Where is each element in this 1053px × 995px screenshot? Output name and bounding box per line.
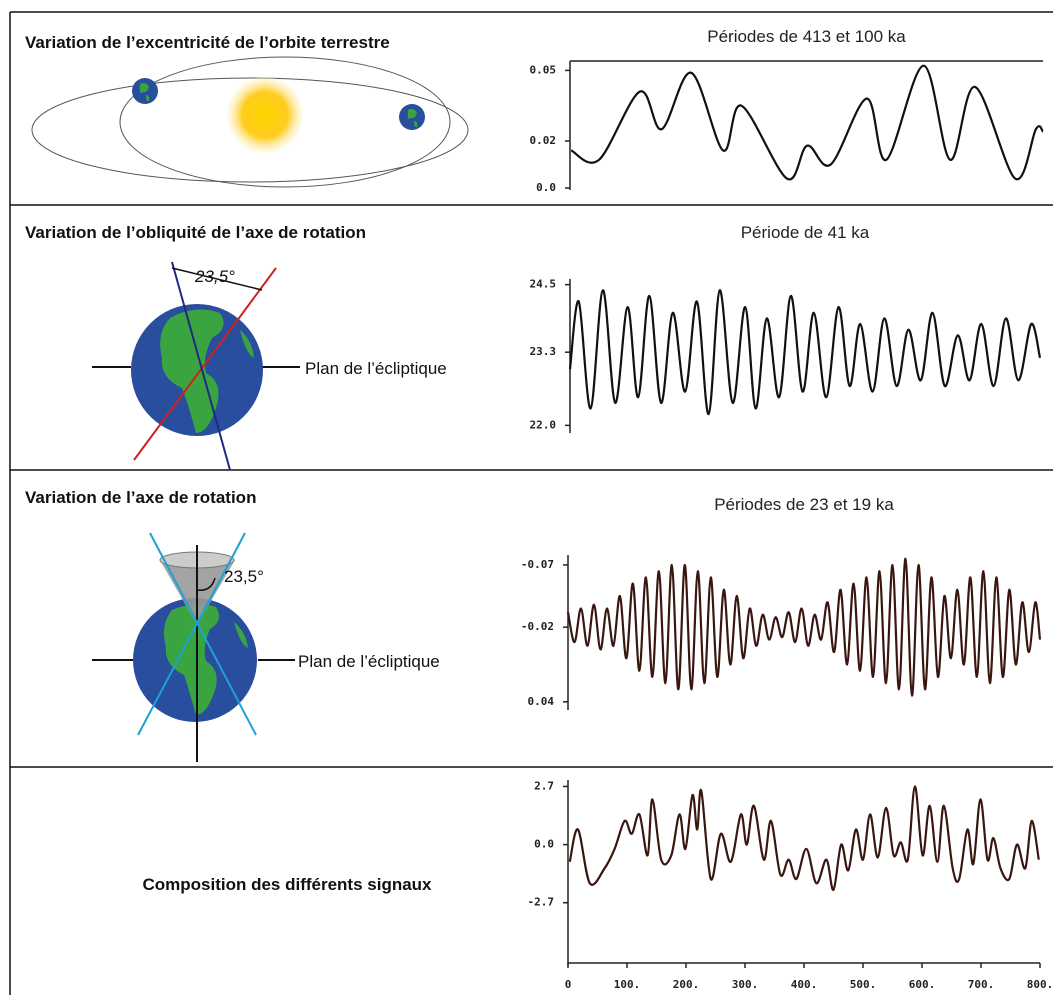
panel-title: Composition des différents signaux: [142, 875, 432, 894]
panel-title: Variation de l’axe de rotation: [25, 488, 256, 507]
x-tick-label: 600.: [909, 978, 936, 991]
y-tick-label: 0.02: [530, 134, 557, 147]
data-line: [570, 64, 1044, 181]
x-tick-label: 400.: [791, 978, 818, 991]
y-tick-label: 24.5: [530, 278, 557, 291]
y-tick-label: 23.3: [530, 345, 557, 358]
panel-title: Variation de l’obliquité de l’axe de rot…: [25, 223, 366, 242]
earth-small: [132, 78, 425, 130]
obliquity-diagram: [92, 261, 300, 471]
y-tick-label: 22.0: [530, 418, 557, 431]
orbit-diagram: [31, 56, 469, 188]
frame: [9, 11, 1053, 995]
data-line: [566, 557, 1042, 697]
data-line: [568, 785, 1040, 891]
x-tick-label: 500.: [850, 978, 877, 991]
chart-title: Période de 41 ka: [741, 223, 870, 242]
precession-diagram: [92, 532, 295, 762]
y-tick-label: 0.05: [530, 63, 557, 76]
y-tick-label: -2.7: [528, 896, 555, 909]
x-tick-label: 700.: [968, 978, 995, 991]
x-tick-label: 800.: [1027, 978, 1053, 991]
x-tick-label: 300.: [732, 978, 759, 991]
angle-label: 23,5°: [224, 567, 264, 586]
x-tick-label: 200.: [673, 978, 700, 991]
angle-label: 23,5°: [194, 267, 235, 286]
panel-title: Variation de l’excentricité de l’orbite …: [25, 33, 390, 52]
plane-label: Plan de l’écliptique: [298, 652, 440, 671]
y-tick-label: 0.04: [528, 695, 555, 708]
chart-title: Périodes de 413 et 100 ka: [707, 27, 906, 46]
y-tick-label: 0.0: [536, 181, 556, 194]
plane-label: Plan de l’écliptique: [305, 359, 447, 378]
y-tick-label: -0.07: [521, 558, 554, 571]
x-tick-label: 100.: [614, 978, 641, 991]
y-tick-label: 2.7: [534, 779, 554, 792]
sun: [227, 77, 303, 153]
chart-title: Périodes de 23 et 19 ka: [714, 495, 894, 514]
y-tick-label: 0.0: [534, 838, 554, 851]
y-tick-label: -0.02: [521, 620, 554, 633]
x-tick-label: 0: [565, 978, 572, 991]
data-line: [568, 289, 1042, 416]
